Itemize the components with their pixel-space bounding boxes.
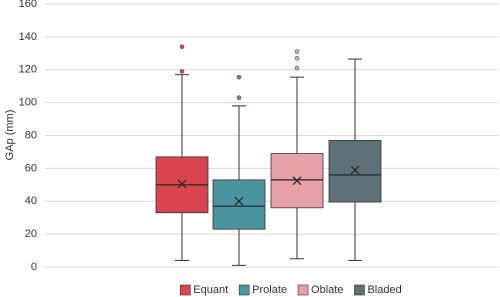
legend-label: Oblate xyxy=(311,284,343,296)
legend-swatch xyxy=(238,284,250,296)
outlier xyxy=(294,55,300,61)
mean-marker xyxy=(177,179,187,189)
outlier xyxy=(179,44,185,50)
box xyxy=(328,140,382,203)
outlier xyxy=(236,74,242,80)
outlier xyxy=(179,69,185,74)
y-tick-label: 60 xyxy=(25,162,37,174)
outlier xyxy=(294,65,300,71)
box xyxy=(212,179,266,230)
legend-swatch xyxy=(354,284,365,296)
y-tick-label: 20 xyxy=(25,228,37,240)
y-axis-label: GAp (mm) xyxy=(4,110,16,161)
legend-swatch xyxy=(297,284,309,296)
mean-marker xyxy=(292,176,302,186)
y-tick-label: 140 xyxy=(19,31,37,43)
mean-marker xyxy=(234,196,244,206)
mean-marker xyxy=(350,165,360,175)
y-tick-label: 0 xyxy=(31,261,37,273)
y-tick-label: 100 xyxy=(19,97,37,109)
legend-label: Bladed xyxy=(367,284,401,296)
y-tick-label: 40 xyxy=(25,195,37,207)
y-tick-label: 80 xyxy=(25,129,37,141)
legend-swatch xyxy=(179,284,191,296)
y-tick-label: 160 xyxy=(19,0,37,10)
y-tick-label: 120 xyxy=(19,64,37,76)
outlier xyxy=(294,49,300,54)
legend-label: Equant xyxy=(193,284,228,296)
legend-label: Prolate xyxy=(252,284,287,296)
outlier xyxy=(236,95,242,100)
